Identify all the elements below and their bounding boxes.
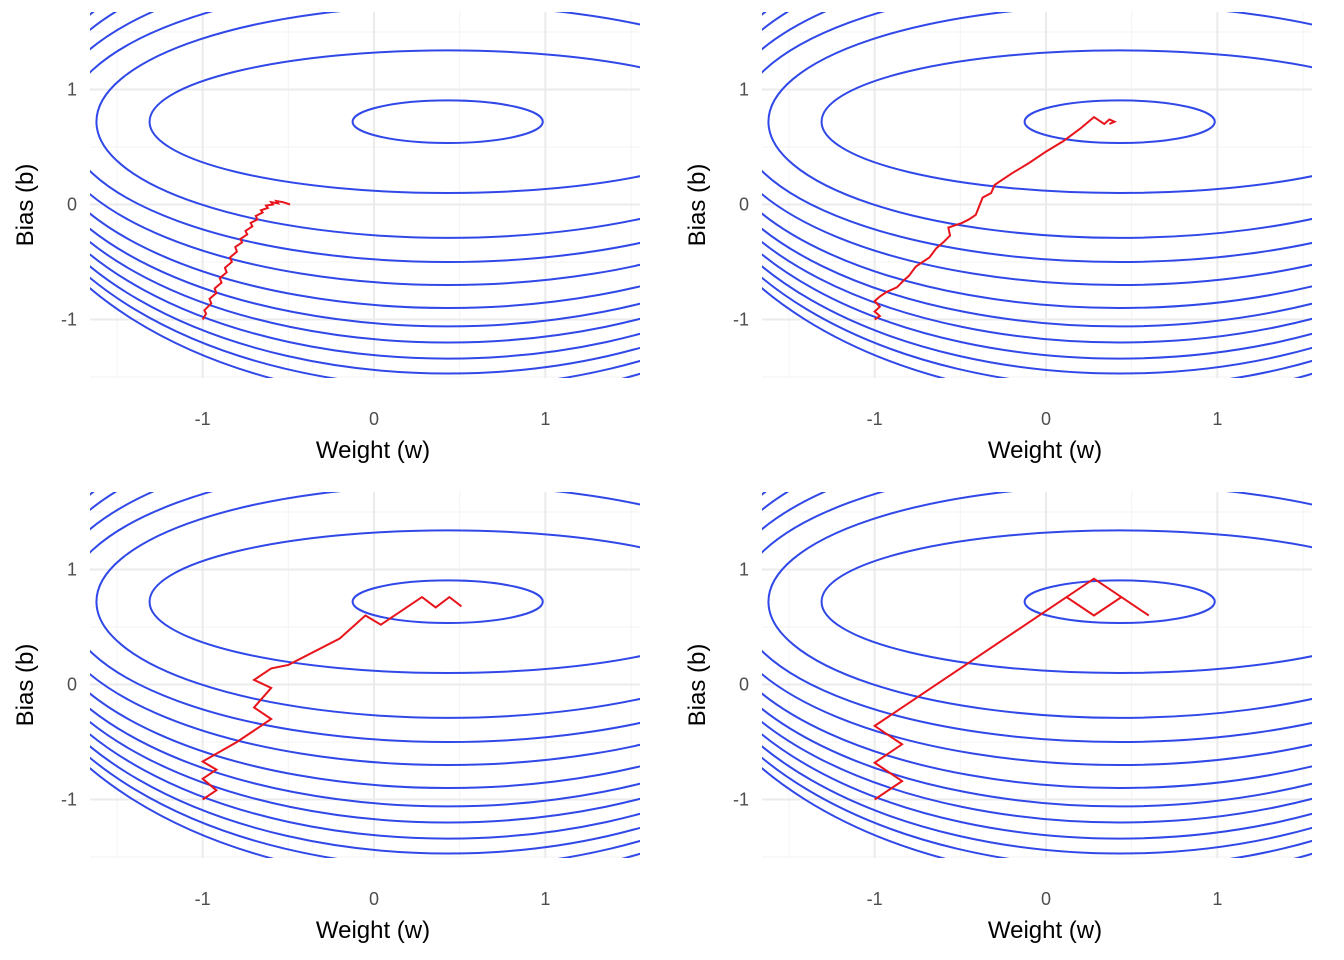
contour-line-2 [148,49,640,194]
contour-line-6 [762,492,1312,789]
descent-path [201,199,291,321]
contour-line-4 [762,492,1312,743]
y-axis-title: Bias (b) [12,164,39,247]
x-tick-label: 1 [1212,889,1222,909]
contour-line-5 [90,12,640,286]
contour-line-9 [90,252,640,360]
panel-4: -1 0 1 -1 0 1 Weight (w) Bias (b) [684,492,1312,944]
contour-line-9 [90,732,640,840]
panel-3: -1 0 1 -1 0 1 Weight (w) Bias (b) [12,492,640,944]
y-tick-label: -1 [61,310,77,330]
contour-lines [762,12,1312,378]
contour-line-11 [762,756,1312,858]
x-tick-label: 0 [1041,889,1051,909]
contour-line-1 [351,579,544,624]
x-tick-label: 0 [369,889,379,909]
contour-line-8 [90,720,640,824]
contour-line-7 [90,12,640,328]
contour-line-10 [762,264,1312,375]
y-tick-label: 1 [739,560,749,580]
x-axis-title: Weight (w) [988,917,1102,944]
contour-line-5 [762,492,1312,766]
contour-lines [90,492,640,858]
contour-line-3 [95,12,640,239]
contour-line-5 [762,12,1312,286]
y-tick-label: 0 [67,195,77,215]
y-tick-label: 0 [67,675,77,695]
contour-line-4 [90,12,640,263]
x-tick-label: 0 [369,409,379,429]
descent-path [872,577,1150,801]
descent-path [200,595,462,801]
y-tick-label: 1 [67,560,77,580]
x-tick-label: -1 [195,409,211,429]
contour-line-9 [762,252,1312,360]
contour-line-8 [762,240,1312,344]
contour-line-7 [762,492,1312,808]
contour-line-2 [820,529,1312,674]
contour-line-6 [90,492,640,789]
contour-line-8 [90,240,640,344]
x-tick-label: -1 [867,409,883,429]
x-tick-label: 1 [540,889,550,909]
contour-line-3 [767,12,1312,239]
y-axis-title: Bias (b) [684,644,711,727]
x-tick-label: 1 [1212,409,1222,429]
contour-line-2 [820,49,1312,194]
panel-1: -1 0 1 -1 0 1 Weight (w) Bias (b) [12,12,640,464]
gridlines [762,492,1312,858]
contour-line-3 [767,492,1312,719]
contour-line-6 [90,12,640,309]
y-tick-label: 0 [739,195,749,215]
contour-line-5 [90,492,640,766]
contour-line-9 [762,732,1312,840]
x-tick-label: 0 [1041,409,1051,429]
contour-line-2 [148,529,640,674]
x-axis-title: Weight (w) [988,437,1102,464]
contour-line-7 [762,12,1312,328]
contour-line-10 [90,744,640,855]
contour-line-1 [1023,99,1216,144]
gridlines [762,12,1312,378]
y-axis-title: Bias (b) [12,644,39,727]
panel-2: -1 0 1 -1 0 1 Weight (w) Bias (b) [684,12,1312,464]
x-tick-label: 1 [540,409,550,429]
x-axis-title: Weight (w) [316,437,430,464]
contour-lines [762,492,1312,858]
contour-line-4 [90,492,640,743]
x-tick-label: -1 [195,889,211,909]
y-tick-label: -1 [733,310,749,330]
x-axis-title: Weight (w) [316,917,430,944]
contour-lines [90,12,640,378]
y-tick-label: -1 [733,790,749,810]
y-axis-title: Bias (b) [684,164,711,247]
contour-line-10 [762,744,1312,855]
y-tick-label: -1 [61,790,77,810]
contour-line-12 [90,286,640,378]
descent-path [873,115,1117,321]
y-tick-label: 1 [67,80,77,100]
contour-line-7 [90,492,640,808]
contour-line-6 [762,12,1312,309]
contour-line-10 [90,264,640,375]
contour-line-12 [90,766,640,858]
contour-line-4 [762,12,1312,263]
y-tick-label: 0 [739,675,749,695]
contour-line-1 [351,99,544,144]
contour-line-3 [95,492,640,719]
y-tick-label: 1 [739,80,749,100]
contour-line-1 [1023,579,1216,624]
x-tick-label: -1 [867,889,883,909]
contour-line-8 [762,720,1312,824]
